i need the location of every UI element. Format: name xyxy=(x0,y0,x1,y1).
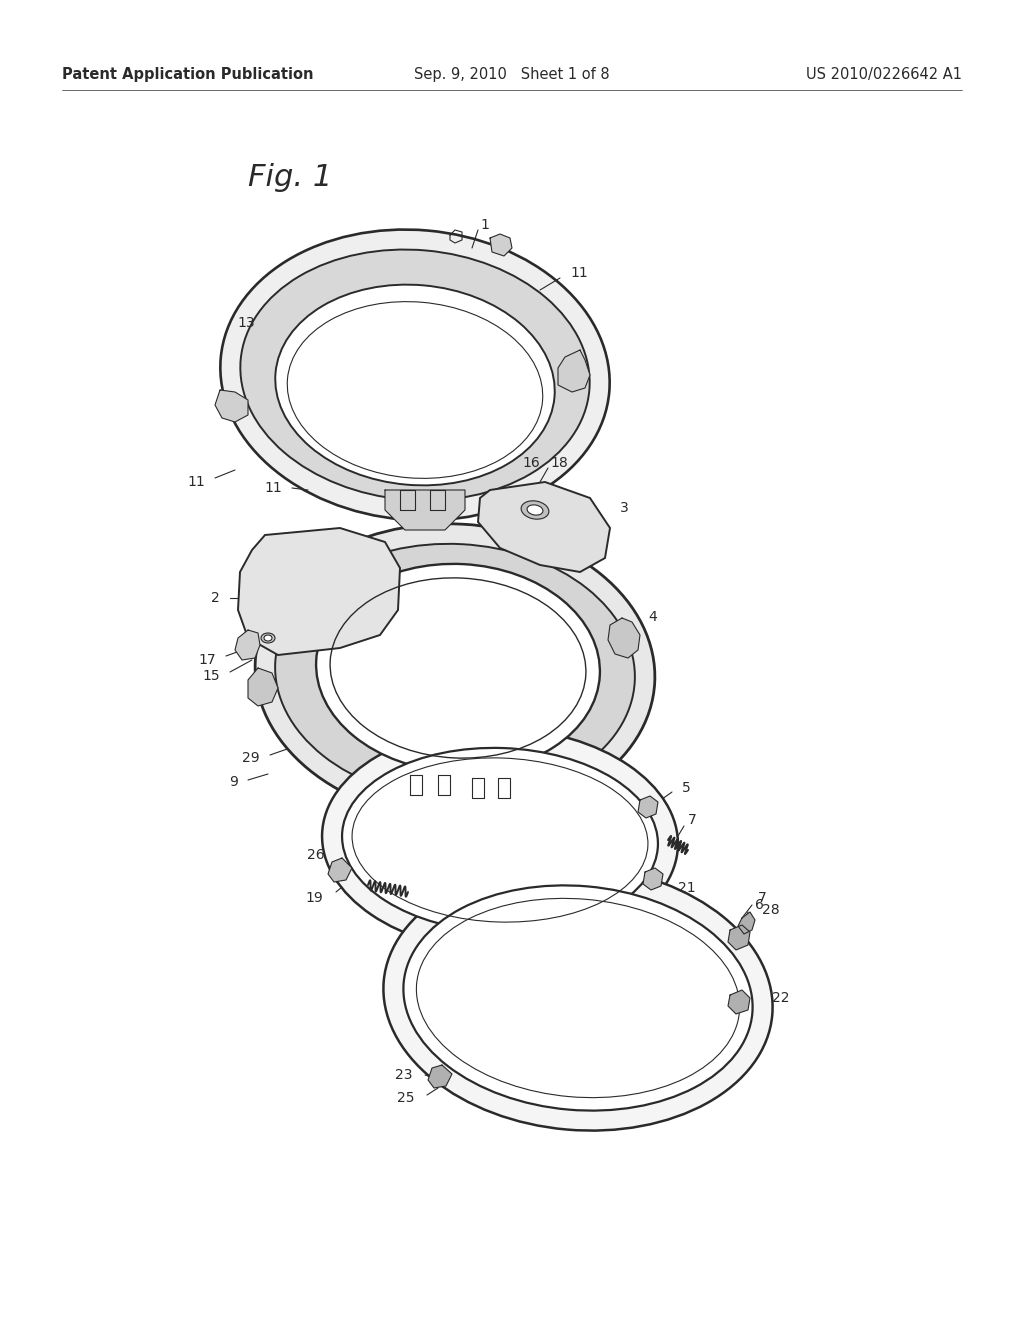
Text: 7: 7 xyxy=(758,891,767,906)
Text: B: B xyxy=(341,583,351,597)
Text: 28: 28 xyxy=(762,903,779,917)
Text: 5: 5 xyxy=(682,781,691,795)
Text: 11: 11 xyxy=(570,267,588,280)
Polygon shape xyxy=(638,796,658,818)
Text: 25: 25 xyxy=(397,1092,415,1105)
Text: 11: 11 xyxy=(187,475,205,488)
Text: 2: 2 xyxy=(211,591,220,605)
Polygon shape xyxy=(608,618,640,657)
Text: Sep. 9, 2010   Sheet 1 of 8: Sep. 9, 2010 Sheet 1 of 8 xyxy=(414,67,610,82)
Text: 3: 3 xyxy=(620,502,629,515)
Polygon shape xyxy=(738,912,755,935)
Polygon shape xyxy=(478,482,610,572)
Text: 2a: 2a xyxy=(309,573,327,587)
Ellipse shape xyxy=(316,564,600,772)
Text: 1: 1 xyxy=(480,218,488,232)
Ellipse shape xyxy=(275,544,635,800)
Text: 20: 20 xyxy=(610,774,628,787)
Text: 22: 22 xyxy=(772,991,790,1005)
Ellipse shape xyxy=(521,500,549,519)
Text: Patent Application Publication: Patent Application Publication xyxy=(62,67,313,82)
Text: Fig. 1: Fig. 1 xyxy=(248,164,332,193)
Text: B: B xyxy=(480,653,492,667)
Polygon shape xyxy=(238,528,400,655)
Text: 16: 16 xyxy=(522,455,540,470)
Polygon shape xyxy=(398,775,452,803)
Text: 17: 17 xyxy=(199,653,216,667)
Ellipse shape xyxy=(342,748,658,932)
Text: 7: 7 xyxy=(688,813,696,828)
Text: 12: 12 xyxy=(459,793,477,807)
Ellipse shape xyxy=(323,727,678,952)
Text: 11: 11 xyxy=(264,480,282,495)
Ellipse shape xyxy=(383,866,772,1131)
Ellipse shape xyxy=(264,635,272,642)
Text: US 2010/0226642 A1: US 2010/0226642 A1 xyxy=(806,67,962,82)
Ellipse shape xyxy=(261,634,275,643)
Text: 18: 18 xyxy=(550,455,567,470)
Text: 4: 4 xyxy=(648,610,656,624)
Polygon shape xyxy=(215,389,248,422)
Text: E: E xyxy=(388,568,396,581)
Text: 27: 27 xyxy=(260,677,278,690)
Ellipse shape xyxy=(255,524,655,820)
Text: 6: 6 xyxy=(643,818,652,833)
Text: 10: 10 xyxy=(560,618,578,632)
Text: 21: 21 xyxy=(678,880,695,895)
Text: 19: 19 xyxy=(305,891,323,906)
Text: B: B xyxy=(663,838,674,851)
Polygon shape xyxy=(328,858,352,882)
Text: 23: 23 xyxy=(394,1068,412,1082)
Ellipse shape xyxy=(220,230,609,520)
Text: 15: 15 xyxy=(203,669,220,682)
Polygon shape xyxy=(234,630,260,660)
Polygon shape xyxy=(385,490,465,531)
Polygon shape xyxy=(728,990,750,1014)
Polygon shape xyxy=(248,668,278,706)
Polygon shape xyxy=(490,234,512,256)
Text: 13: 13 xyxy=(238,315,255,330)
Ellipse shape xyxy=(527,504,543,515)
Text: 6: 6 xyxy=(755,898,764,912)
Text: 8: 8 xyxy=(339,869,348,882)
Polygon shape xyxy=(728,925,750,950)
Text: 3a: 3a xyxy=(528,539,546,552)
Polygon shape xyxy=(643,869,663,890)
Polygon shape xyxy=(558,350,590,392)
Polygon shape xyxy=(428,1065,452,1088)
Polygon shape xyxy=(460,777,514,805)
Text: 26: 26 xyxy=(307,847,325,862)
Ellipse shape xyxy=(241,249,590,500)
Text: 29: 29 xyxy=(243,751,260,766)
Ellipse shape xyxy=(403,886,753,1110)
Ellipse shape xyxy=(275,285,555,486)
Text: 9: 9 xyxy=(229,775,238,789)
